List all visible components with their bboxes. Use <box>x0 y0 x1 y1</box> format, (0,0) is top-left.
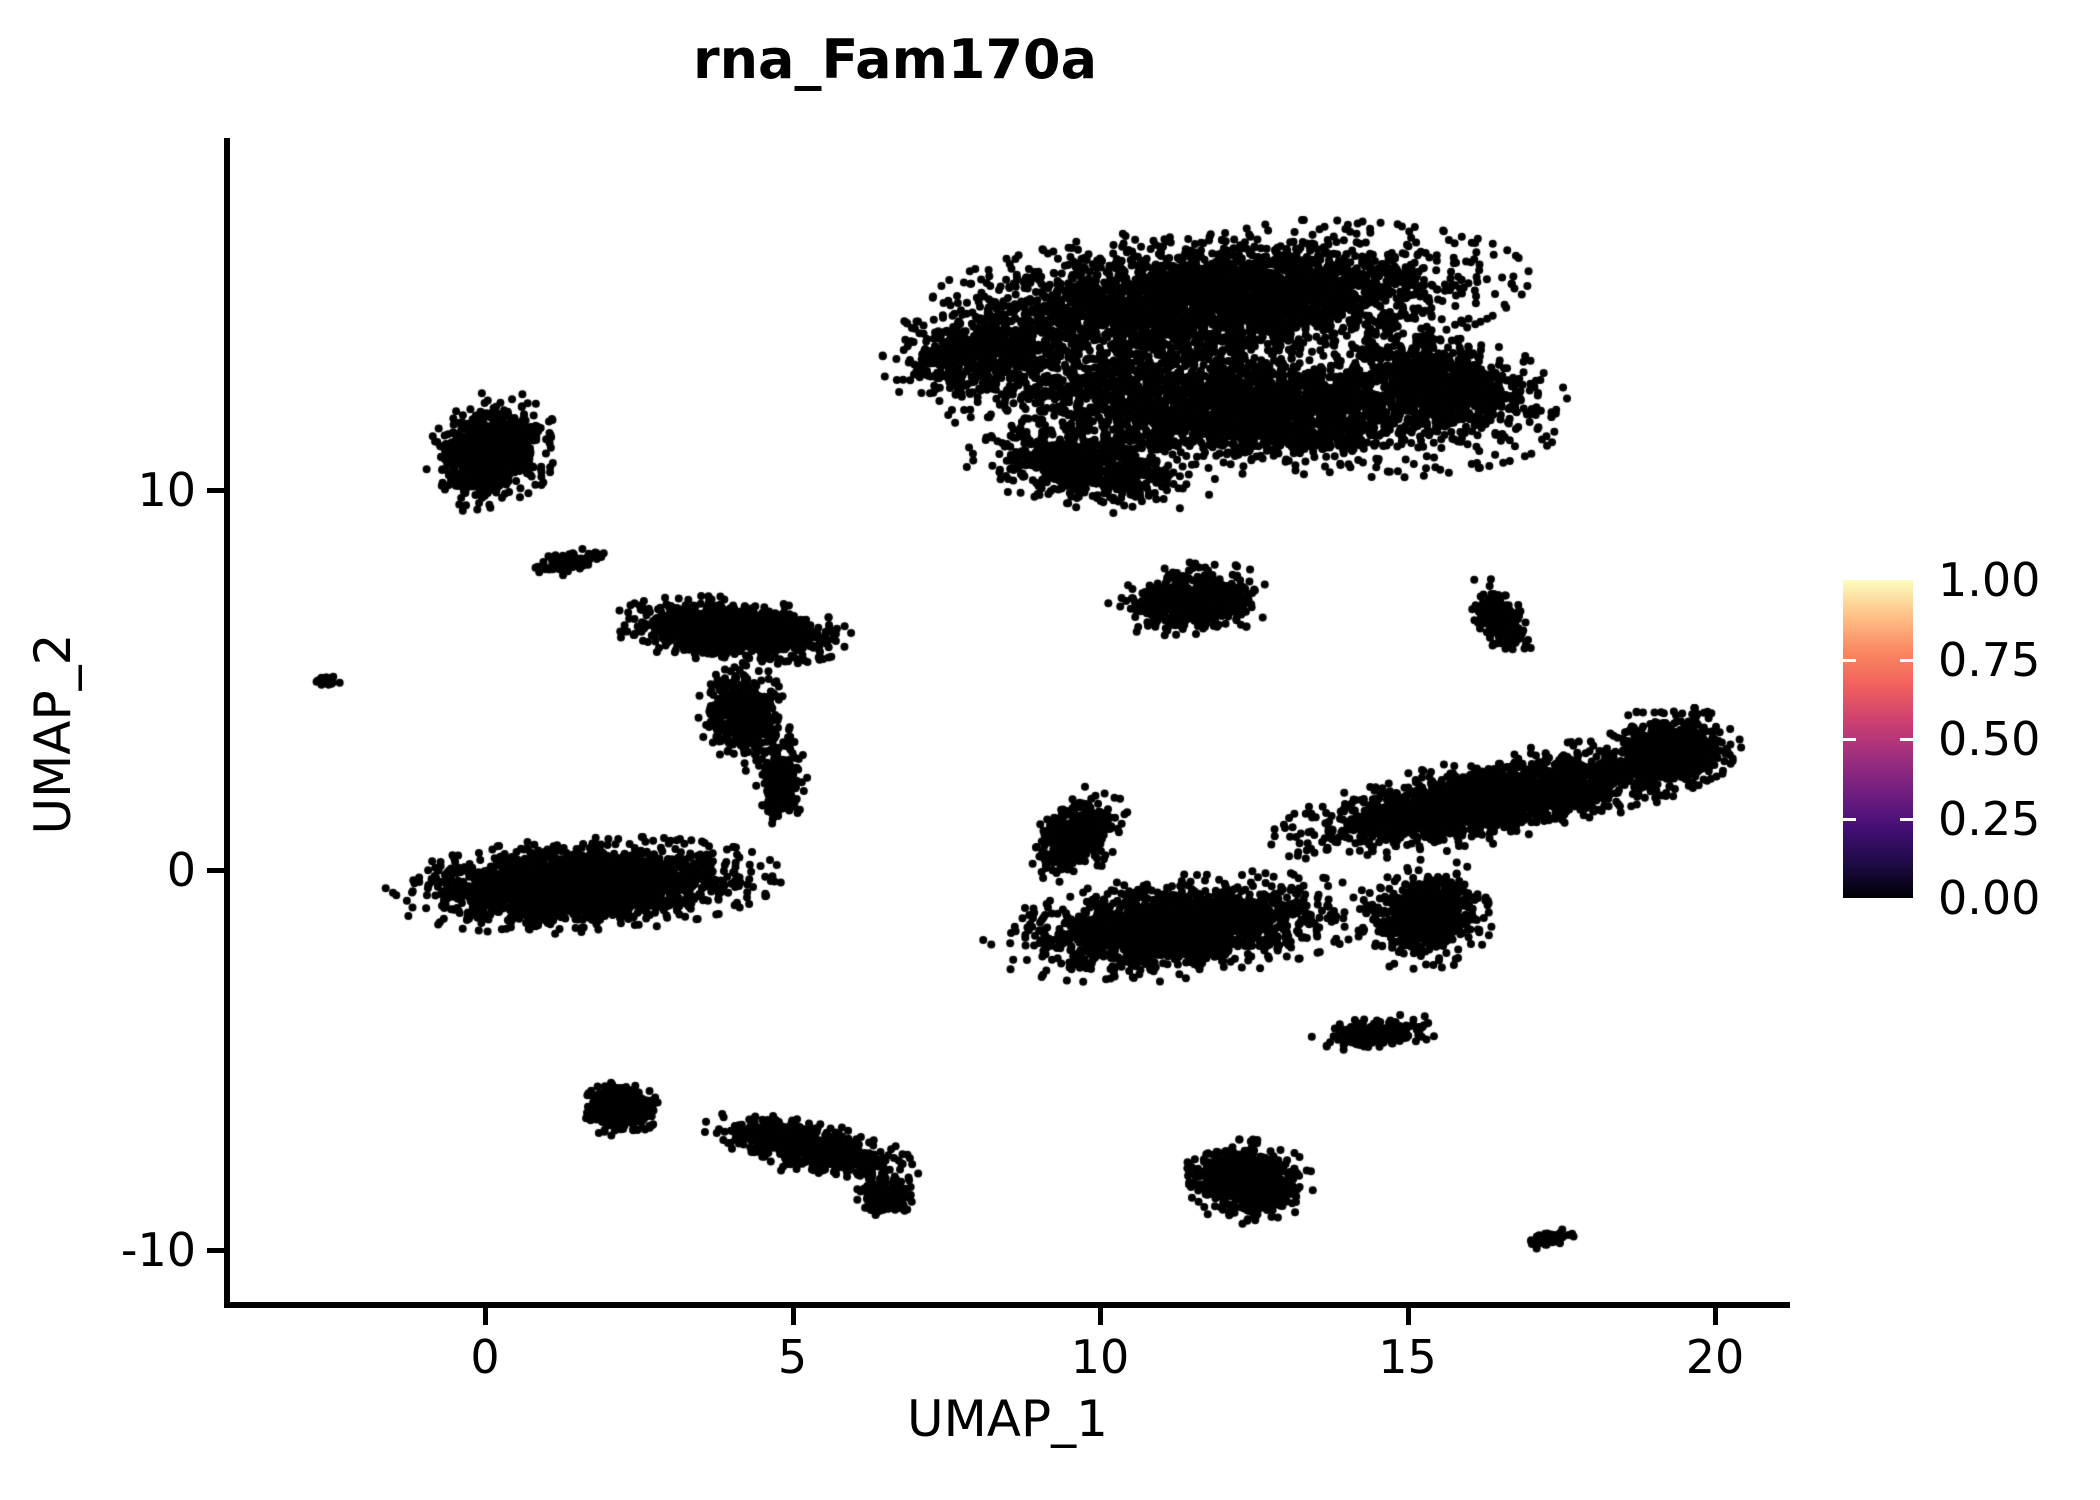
y-tick-mark <box>207 1248 224 1253</box>
colorbar-tick-mark <box>1900 738 1913 741</box>
y-tick-mark <box>207 488 224 493</box>
colorbar-tick-mark <box>1843 658 1856 662</box>
y-tick-label: -10 <box>120 1223 196 1277</box>
colorbar-tick-label: 0.75 <box>1938 632 2041 687</box>
y-axis-spine <box>224 138 230 1308</box>
x-tick-label: 10 <box>1070 1330 1130 1384</box>
colorbar-tick-mark <box>1900 658 1913 662</box>
x-tick-mark <box>790 1308 796 1325</box>
colorbar-tick-mark <box>1843 738 1856 741</box>
colorbar-tick-mark <box>1900 817 1913 821</box>
x-tick-label: 15 <box>1378 1330 1437 1384</box>
scatter-points-canvas <box>228 138 1787 1305</box>
y-tick-label: 0 <box>166 843 196 897</box>
x-tick-label: 5 <box>777 1330 808 1384</box>
y-axis-label: UMAP_2 <box>24 633 82 835</box>
x-tick-mark <box>483 1308 488 1325</box>
colorbar-tick-label: 1.00 <box>1938 553 2041 607</box>
page-title: rna_Fam170a <box>692 28 1098 91</box>
x-tick-mark <box>1713 1308 1718 1325</box>
y-tick-label: 10 <box>137 463 196 517</box>
colorbar-tick-label: 0.50 <box>1938 712 2041 766</box>
x-axis-spine <box>228 1302 1790 1308</box>
x-tick-label: 0 <box>470 1330 500 1384</box>
colorbar-tick-label: 0.25 <box>1938 791 2041 846</box>
colorbar-tick-label: 0.00 <box>1938 871 2041 925</box>
y-tick-mark <box>207 868 224 873</box>
colorbar <box>1843 580 1913 898</box>
x-tick-label: 20 <box>1685 1330 1745 1384</box>
colorbar-tick-mark <box>1843 817 1856 821</box>
x-tick-mark <box>1098 1308 1103 1325</box>
plot-axes-area <box>228 138 1787 1305</box>
x-axis-label: UMAP_1 <box>907 1390 1108 1448</box>
x-tick-mark <box>1405 1308 1411 1325</box>
